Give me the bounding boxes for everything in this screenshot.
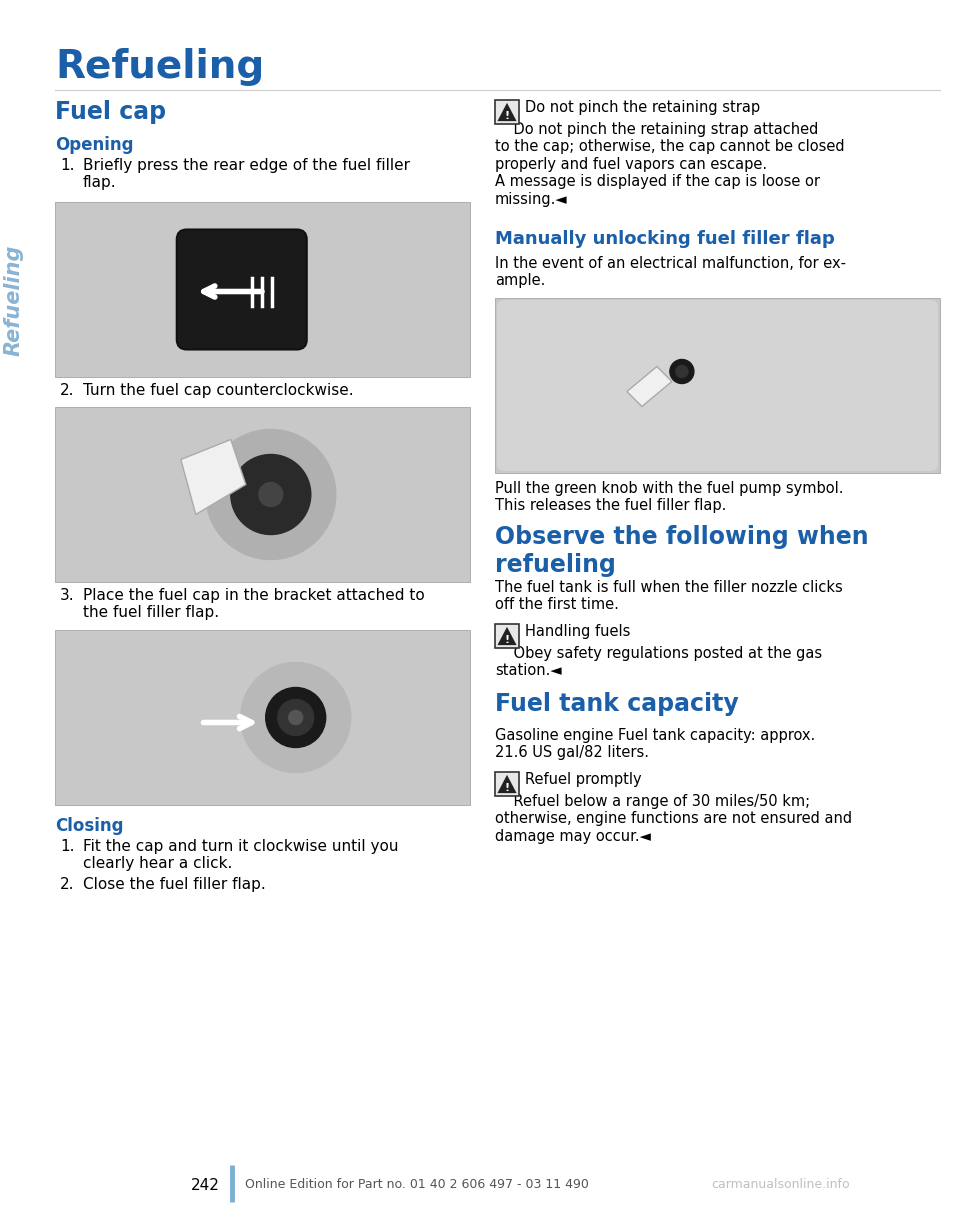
- FancyBboxPatch shape: [497, 299, 938, 470]
- FancyBboxPatch shape: [495, 298, 940, 473]
- FancyBboxPatch shape: [177, 230, 307, 349]
- Text: Refueling: Refueling: [55, 48, 264, 86]
- Polygon shape: [627, 367, 672, 407]
- Text: In the event of an electrical malfunction, for ex-
ample.: In the event of an electrical malfunctio…: [495, 255, 846, 288]
- Text: Briefly press the rear edge of the fuel filler
flap.: Briefly press the rear edge of the fuel …: [83, 158, 410, 191]
- Text: Turn the fuel cap counterclockwise.: Turn the fuel cap counterclockwise.: [83, 382, 353, 398]
- Circle shape: [241, 662, 350, 772]
- Text: carmanualsonline.info: carmanualsonline.info: [711, 1178, 850, 1191]
- Text: Refuel below a range of 30 miles/50 km;
otherwise, engine functions are not ensu: Refuel below a range of 30 miles/50 km; …: [495, 794, 852, 844]
- Text: 1.: 1.: [60, 158, 75, 174]
- FancyBboxPatch shape: [55, 202, 470, 378]
- Text: !: !: [504, 111, 510, 121]
- Text: 3.: 3.: [60, 588, 75, 602]
- FancyBboxPatch shape: [55, 631, 470, 805]
- FancyBboxPatch shape: [55, 407, 470, 582]
- Text: 2.: 2.: [60, 877, 75, 892]
- Text: !: !: [504, 635, 510, 645]
- Text: Refueling: Refueling: [4, 244, 24, 356]
- Circle shape: [266, 688, 325, 748]
- Text: 2.: 2.: [60, 382, 75, 398]
- Text: Pull the green knob with the fuel pump symbol.
This releases the fuel filler fla: Pull the green knob with the fuel pump s…: [495, 481, 844, 513]
- Polygon shape: [497, 627, 516, 645]
- Text: Place the fuel cap in the bracket attached to
the fuel filler flap.: Place the fuel cap in the bracket attach…: [83, 588, 424, 621]
- Text: Closing: Closing: [55, 818, 124, 835]
- Text: Opening: Opening: [55, 136, 133, 154]
- Text: Observe the following when
refueling: Observe the following when refueling: [495, 525, 869, 577]
- Text: Handling fuels: Handling fuels: [525, 624, 631, 639]
- Circle shape: [259, 483, 283, 506]
- Polygon shape: [497, 775, 516, 793]
- FancyBboxPatch shape: [495, 624, 519, 648]
- Text: !: !: [504, 783, 510, 793]
- Text: Refuel promptly: Refuel promptly: [525, 772, 641, 787]
- Text: Online Edition for Part no. 01 40 2 606 497 - 03 11 490: Online Edition for Part no. 01 40 2 606 …: [245, 1178, 588, 1191]
- Polygon shape: [180, 440, 246, 514]
- Text: Do not pinch the retaining strap: Do not pinch the retaining strap: [525, 100, 760, 115]
- Circle shape: [670, 359, 694, 384]
- Text: Obey safety regulations posted at the gas
station.◄: Obey safety regulations posted at the ga…: [495, 646, 822, 678]
- Polygon shape: [497, 103, 516, 121]
- Text: 1.: 1.: [60, 840, 75, 854]
- Text: Fuel cap: Fuel cap: [55, 100, 166, 123]
- Text: Do not pinch the retaining strap attached
to the cap; otherwise, the cap cannot : Do not pinch the retaining strap attache…: [495, 122, 845, 207]
- FancyBboxPatch shape: [495, 772, 519, 796]
- Circle shape: [676, 365, 688, 378]
- Text: Close the fuel filler flap.: Close the fuel filler flap.: [83, 877, 266, 892]
- Circle shape: [230, 455, 311, 534]
- Text: 242: 242: [191, 1178, 220, 1193]
- Circle shape: [205, 429, 336, 560]
- Text: Gasoline engine Fuel tank capacity: approx.
21.6 US gal/82 liters.: Gasoline engine Fuel tank capacity: appr…: [495, 728, 815, 760]
- Text: Fuel tank capacity: Fuel tank capacity: [495, 692, 739, 716]
- Text: The fuel tank is full when the filler nozzle clicks
off the first time.: The fuel tank is full when the filler no…: [495, 580, 843, 612]
- FancyBboxPatch shape: [495, 100, 519, 123]
- Text: Manually unlocking fuel filler flap: Manually unlocking fuel filler flap: [495, 230, 835, 248]
- Text: Fit the cap and turn it clockwise until you
clearly hear a click.: Fit the cap and turn it clockwise until …: [83, 840, 398, 871]
- Circle shape: [289, 710, 302, 725]
- Circle shape: [277, 699, 314, 736]
